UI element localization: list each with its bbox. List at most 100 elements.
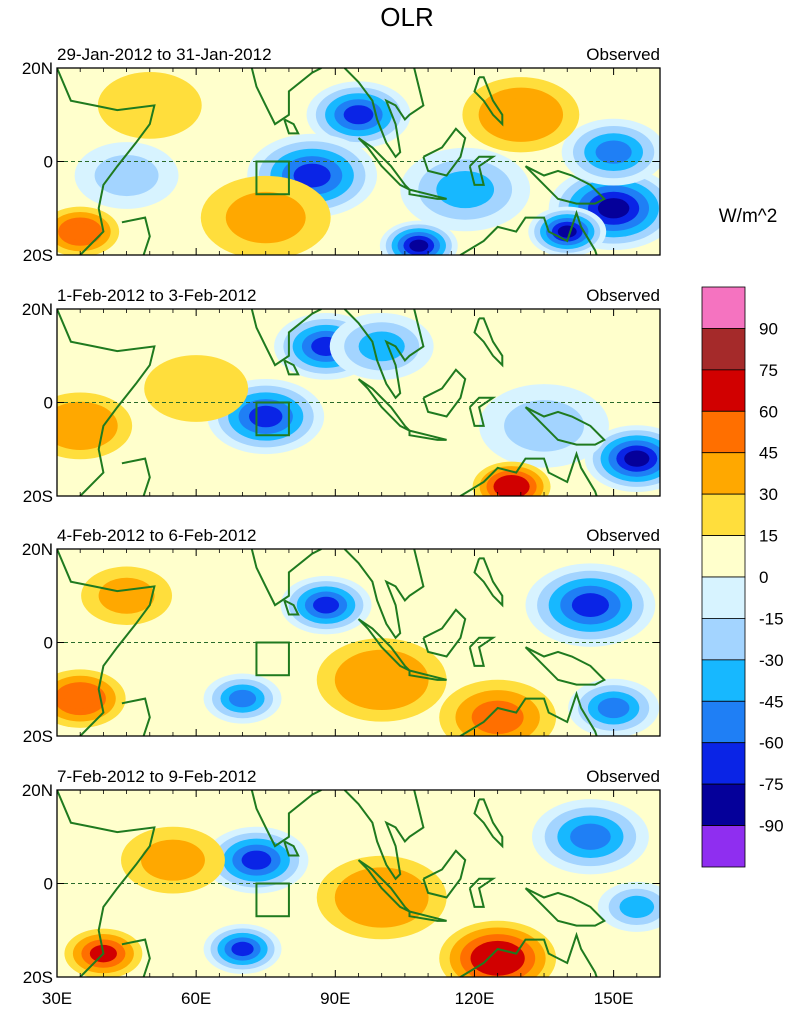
colorbar-label: 0 — [759, 568, 768, 587]
panel-label: Observed — [586, 286, 660, 305]
coastline — [250, 549, 322, 607]
colorbar-label: -30 — [759, 651, 784, 670]
olr-anomaly-contour — [436, 170, 495, 209]
coastlines — [57, 790, 606, 977]
colorbar-swatch — [701, 328, 746, 371]
lat-tick-label: 20N — [22, 300, 53, 319]
coastline — [57, 549, 156, 736]
olr-anomaly-contour — [66, 222, 94, 241]
colorbar-label: 15 — [759, 527, 778, 546]
coastline — [343, 309, 425, 400]
colorbar-swatch — [701, 742, 746, 785]
coastline — [57, 68, 156, 255]
colorbar-swatch — [701, 825, 746, 868]
coastline — [422, 608, 467, 658]
lon-tick-label: 150E — [594, 989, 634, 1008]
olr-anomaly-contour — [358, 331, 405, 362]
colorbar-label: -60 — [759, 734, 784, 753]
olr-anomaly-contour — [494, 98, 547, 132]
olr-anomaly-contour — [164, 367, 229, 410]
coastline — [283, 840, 300, 857]
colorbar-swatch — [701, 452, 746, 495]
olr-anomaly-contour — [98, 577, 155, 614]
lat-tick-label: 0 — [44, 153, 53, 172]
olr-anomaly-contour — [352, 661, 411, 699]
coastline — [121, 697, 151, 736]
map-panels: 20N 0 20S 29-Jan-2012 to 31-Jan-2012 Observe… — [22, 45, 661, 1008]
panel-4: 20N 0 20S 7-Feb-2012 to 9-Feb-2012 Observed — [22, 767, 661, 987]
colorbar-label: 60 — [759, 402, 778, 421]
olr-anomaly-contour — [64, 688, 97, 709]
coastline — [343, 68, 425, 159]
olr-anomaly-contour — [471, 700, 524, 734]
colorbar-swatch — [701, 700, 746, 744]
lat-tick-label: 20N — [22, 59, 53, 78]
coastline — [468, 877, 497, 908]
olr-anomaly-contour — [94, 154, 159, 197]
coastline — [473, 317, 504, 368]
coastline — [121, 216, 151, 255]
coastline — [422, 368, 467, 418]
lat-tick-label: 20N — [22, 781, 53, 800]
colorbar-swatch — [701, 783, 746, 826]
coastline — [468, 155, 497, 186]
colorbar-label: 30 — [759, 485, 778, 504]
colorbar-label: -15 — [759, 609, 784, 628]
colorbar-swatch — [701, 659, 746, 702]
lat-tick-label: 0 — [44, 394, 53, 413]
olr-anomaly-contour — [249, 405, 283, 428]
coastline — [250, 790, 322, 848]
olr-anomaly-contour — [241, 850, 272, 870]
olr-anomaly-field — [64, 799, 660, 977]
coastline — [250, 68, 322, 126]
colorbar-swatch — [701, 618, 746, 661]
coastline — [458, 209, 598, 255]
olr-anomaly-contour — [597, 697, 630, 719]
colorbar-swatch — [701, 410, 746, 454]
coastline — [121, 457, 151, 496]
olr-anomaly-contour — [624, 450, 650, 467]
colorbar-label: 90 — [759, 319, 778, 338]
olr-anomaly-contour — [343, 105, 374, 125]
olr-anomaly-contour — [500, 479, 523, 494]
coastline — [524, 165, 606, 205]
panel-period: 29-Jan-2012 to 31-Jan-2012 — [57, 45, 272, 64]
colorbar-label: 75 — [759, 361, 778, 380]
coastline — [57, 309, 156, 496]
coastline — [468, 636, 497, 667]
panel-3: 20N 0 20S 4-Feb-2012 to 6-Feb-2012 Observed — [22, 526, 661, 746]
panel-label: Observed — [586, 767, 660, 786]
olr-anomaly-contour — [352, 878, 411, 917]
olr-anomaly-contour — [595, 140, 632, 164]
coastline — [408, 429, 447, 441]
lat-tick-label: 20S — [23, 968, 53, 987]
panel-period: 1-Feb-2012 to 3-Feb-2012 — [57, 286, 256, 305]
coastline — [468, 396, 497, 427]
coastline — [57, 790, 156, 977]
coastlines — [57, 68, 606, 255]
olr-anomaly-contour — [557, 225, 577, 238]
panel-label: Observed — [586, 45, 660, 64]
colorbar-label: 45 — [759, 444, 778, 463]
panel-2: 20N 0 20S 1-Feb-2012 to 3-Feb-2012 Observed — [22, 286, 661, 506]
olr-anomaly-contour — [597, 198, 630, 219]
lat-tick-label: 0 — [44, 634, 53, 653]
focus-region-box — [255, 641, 290, 677]
olr-anomaly-contour — [231, 941, 254, 957]
coastline — [422, 849, 467, 899]
colorbar-swatch — [701, 369, 746, 412]
focus-region-box — [255, 401, 290, 437]
lon-tick-label: 30E — [42, 989, 72, 1008]
olr-anomaly-contour — [57, 411, 104, 441]
coastline — [283, 359, 300, 376]
olr-anomaly-contour — [293, 163, 331, 188]
lat-tick-label: 20N — [22, 540, 53, 559]
olr-anomaly-field — [57, 313, 660, 496]
colorbar-label: -90 — [759, 817, 784, 836]
panel-label: Observed — [586, 526, 660, 545]
olr-anomaly-contour — [228, 689, 257, 708]
lat-tick-label: 20S — [23, 487, 53, 506]
coastlines — [57, 549, 606, 736]
lon-tick-label: 120E — [455, 989, 495, 1008]
